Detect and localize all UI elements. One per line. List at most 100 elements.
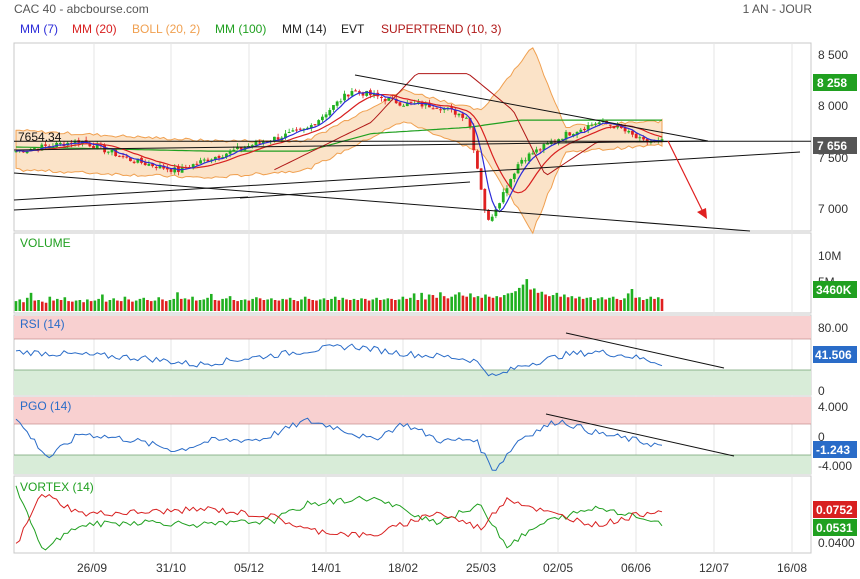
candle-body	[114, 149, 118, 157]
volume-bar	[360, 298, 363, 311]
pgo-value: -1.243	[816, 443, 850, 457]
volume-bar	[116, 300, 119, 311]
volume-bar	[375, 297, 378, 311]
volume-bar	[337, 300, 341, 311]
reference-level-label: 7654.34	[18, 130, 62, 144]
legend-evt[interactable]: EVT	[341, 22, 365, 36]
trend-line	[354, 74, 709, 142]
volume-bar	[258, 298, 262, 311]
volume-bar	[484, 294, 487, 311]
volume-bar	[641, 300, 645, 311]
volume-bar	[123, 296, 127, 311]
volume-bar	[600, 297, 604, 311]
legend-mm20[interactable]: MM (20)	[72, 22, 117, 36]
candle-body	[575, 131, 579, 135]
candle-body	[383, 99, 387, 102]
candle-body	[398, 102, 402, 106]
pgo-line	[15, 417, 663, 471]
rsi-tick: 0	[818, 384, 825, 398]
volume-bar	[510, 292, 514, 311]
candle-body	[154, 166, 158, 169]
candle-body	[284, 133, 287, 139]
volume-bar	[300, 299, 303, 311]
candle-body	[490, 216, 494, 221]
volume-bar	[255, 297, 258, 311]
candle-body	[287, 132, 291, 134]
candle-body	[524, 160, 527, 162]
candle-body	[213, 156, 217, 160]
candle-body	[365, 90, 369, 96]
volume-bar	[480, 297, 484, 311]
candle-body	[483, 188, 487, 210]
volume-bar	[446, 298, 450, 311]
volume-bar	[465, 296, 468, 311]
candle-body	[95, 144, 99, 150]
candle-body	[579, 129, 583, 132]
candle-body	[487, 210, 490, 220]
volume-bar	[525, 279, 529, 311]
candle-body	[261, 141, 265, 144]
candle-body	[309, 125, 313, 129]
legend-supertrend[interactable]: SUPERTREND (10, 3)	[381, 22, 501, 36]
legend-mm100[interactable]: MM (100)	[215, 22, 266, 36]
rsi-trend-line	[565, 332, 725, 369]
vortex-pane: VORTEX (14) 0.0752 0.0531 0.0400	[15, 480, 857, 551]
volume-bar	[660, 298, 664, 311]
candle-body	[14, 151, 18, 153]
pgo-oversold-zone	[14, 455, 811, 474]
volume-bar	[168, 300, 172, 311]
volume-bar	[161, 299, 164, 311]
candle-body	[320, 116, 324, 121]
candle-body	[317, 120, 321, 126]
candle-body	[276, 137, 280, 140]
volume-bar	[371, 299, 375, 311]
candle-body	[147, 163, 151, 166]
price-tick: 7 500	[818, 151, 848, 165]
candle-body	[431, 108, 435, 110]
candle-body	[125, 156, 129, 158]
volume-bar	[551, 295, 555, 311]
candle-body	[472, 126, 476, 151]
x-tick-label: 31/10	[156, 561, 186, 575]
candle-body	[435, 107, 439, 109]
candle-body	[380, 96, 383, 99]
volume-bar	[540, 291, 544, 311]
candle-body	[457, 113, 461, 116]
volume-bar	[157, 297, 161, 311]
volume-bar	[311, 300, 315, 311]
volume-bar	[638, 297, 641, 311]
volume-bar	[191, 296, 194, 311]
period-label[interactable]: 1 AN - JOUR	[743, 2, 813, 16]
volume-bar	[439, 292, 442, 311]
legend-mm7[interactable]: MM (7)	[20, 22, 58, 36]
price-pane: 7654.34	[13, 47, 811, 235]
volume-bar	[397, 299, 401, 311]
volume-bar	[608, 297, 611, 311]
vortex-green-value: 0.0531	[816, 521, 853, 535]
trend-line	[239, 181, 471, 199]
volume-bar	[521, 284, 525, 311]
bollinger-band	[15, 47, 663, 235]
volume-bar	[33, 300, 37, 311]
pgo-tick: 0	[818, 430, 825, 444]
volume-bar	[409, 297, 412, 311]
candle-body	[516, 164, 520, 174]
candle-body	[202, 159, 206, 161]
volume-bar	[292, 300, 296, 311]
volume-bar	[333, 296, 337, 311]
candle-body	[273, 136, 276, 142]
legend-mm14[interactable]: MM (14)	[282, 22, 327, 36]
candle-body	[33, 148, 36, 150]
candle-body	[228, 150, 232, 154]
volume-bar	[37, 300, 40, 311]
legend-boll[interactable]: BOLL (20, 2)	[132, 22, 200, 36]
candle-body	[623, 127, 627, 132]
candle-body	[332, 105, 335, 110]
volume-bar	[499, 297, 502, 311]
volume-bar	[198, 300, 202, 311]
volume-bars	[14, 279, 664, 311]
candle-body	[291, 130, 295, 132]
volume-bar	[303, 296, 307, 311]
volume-bar	[442, 296, 446, 311]
candle-body	[409, 101, 413, 103]
